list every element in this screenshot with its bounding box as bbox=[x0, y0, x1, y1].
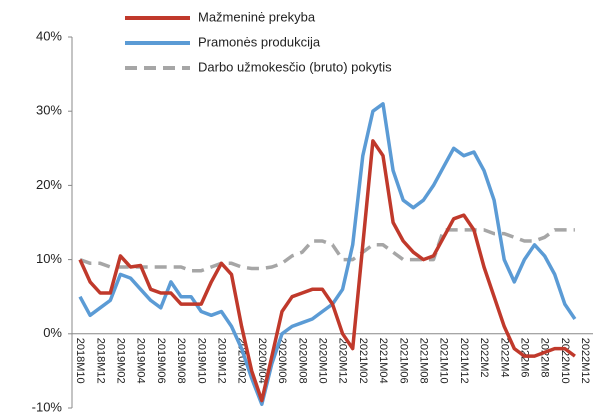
x-tick-label: 2022M4 bbox=[498, 338, 510, 378]
x-tick-label: 2018M10 bbox=[74, 338, 86, 384]
y-tick-label: -10% bbox=[32, 399, 63, 412]
x-tick-label: 2020M10 bbox=[316, 338, 328, 384]
y-tick-label: 30% bbox=[36, 103, 62, 118]
x-tick-label: 2021M10 bbox=[438, 338, 450, 384]
legend-label: Darbo užmokesčio (bruto) pokytis bbox=[198, 59, 392, 74]
x-tick-label: 2019M08 bbox=[175, 338, 187, 384]
x-tick-label: 2021M12 bbox=[458, 338, 470, 384]
x-tick-label: 2022M2 bbox=[478, 338, 490, 378]
series-line bbox=[78, 102, 577, 407]
legend-label: Mažmeninė prekyba bbox=[198, 9, 316, 24]
x-tick-label: 2021M08 bbox=[417, 338, 429, 384]
x-tick-label: 2021M04 bbox=[377, 338, 389, 384]
series-line bbox=[78, 139, 576, 403]
x-tick-label: 2019M12 bbox=[215, 338, 227, 384]
legend-label: Pramonės produkcija bbox=[198, 34, 321, 49]
y-tick-label: 0% bbox=[43, 325, 62, 340]
x-tick-label: 2022M8 bbox=[539, 338, 551, 378]
x-tick-label: 2020M08 bbox=[296, 338, 308, 384]
y-tick-label: 20% bbox=[36, 177, 62, 192]
x-tick-label: 2021M02 bbox=[357, 338, 369, 384]
x-tick-label: 2019M04 bbox=[135, 338, 147, 384]
x-tick-label: 2020M12 bbox=[337, 338, 349, 384]
x-tick-label: 2020M04 bbox=[256, 338, 268, 384]
x-tick-label: 2022M10 bbox=[559, 338, 571, 384]
x-tick-label: 2021M06 bbox=[397, 338, 409, 384]
series-line bbox=[79, 228, 575, 273]
y-tick-label: 10% bbox=[36, 251, 62, 266]
x-tick-label: 2020M06 bbox=[276, 338, 288, 384]
x-tick-label: 2022M12 bbox=[579, 338, 591, 384]
x-tick-label: 2018M12 bbox=[94, 338, 106, 384]
x-tick-label: 2019M10 bbox=[195, 338, 207, 384]
x-tick-label: 2020M02 bbox=[236, 338, 248, 384]
x-tick-label: 2019M06 bbox=[155, 338, 167, 384]
x-tick-label: 2019M02 bbox=[114, 338, 126, 384]
y-tick-label: 40% bbox=[36, 28, 62, 43]
